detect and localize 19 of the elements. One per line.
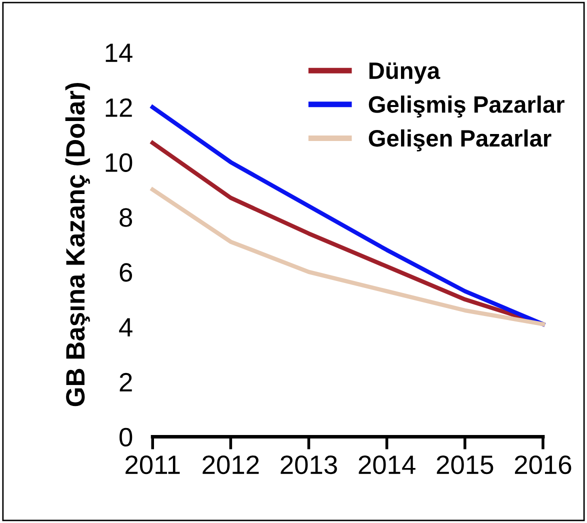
x-tick-label: 2012 xyxy=(202,455,259,474)
x-tick-label: 2015 xyxy=(436,455,494,474)
x-tick-label: 2013 xyxy=(280,455,337,474)
x-tick-label: 2016 xyxy=(514,455,572,474)
line-series xyxy=(150,188,546,326)
y-tick-label: 12 xyxy=(106,98,132,117)
y-tick-label: 8 xyxy=(120,208,132,227)
y-tick-label: 0 xyxy=(120,428,132,447)
x-tick-label: 2011 xyxy=(126,455,180,474)
legend-label: Dünya xyxy=(369,62,440,84)
y-axis-title: GB Başına Kazanç (Dolar) xyxy=(65,83,90,406)
x-tick-label: 2014 xyxy=(358,455,416,474)
y-tick-label: 4 xyxy=(119,318,132,336)
y-tick-label: 14 xyxy=(106,44,132,62)
legend-label: Gelişen Pazarlar xyxy=(368,129,552,152)
y-tick-label: 2 xyxy=(120,372,132,392)
legend-label: Gelişmiş Pazarlar xyxy=(368,96,564,118)
y-tick-label: 6 xyxy=(120,263,132,282)
y-tick-label: 10 xyxy=(106,153,132,172)
